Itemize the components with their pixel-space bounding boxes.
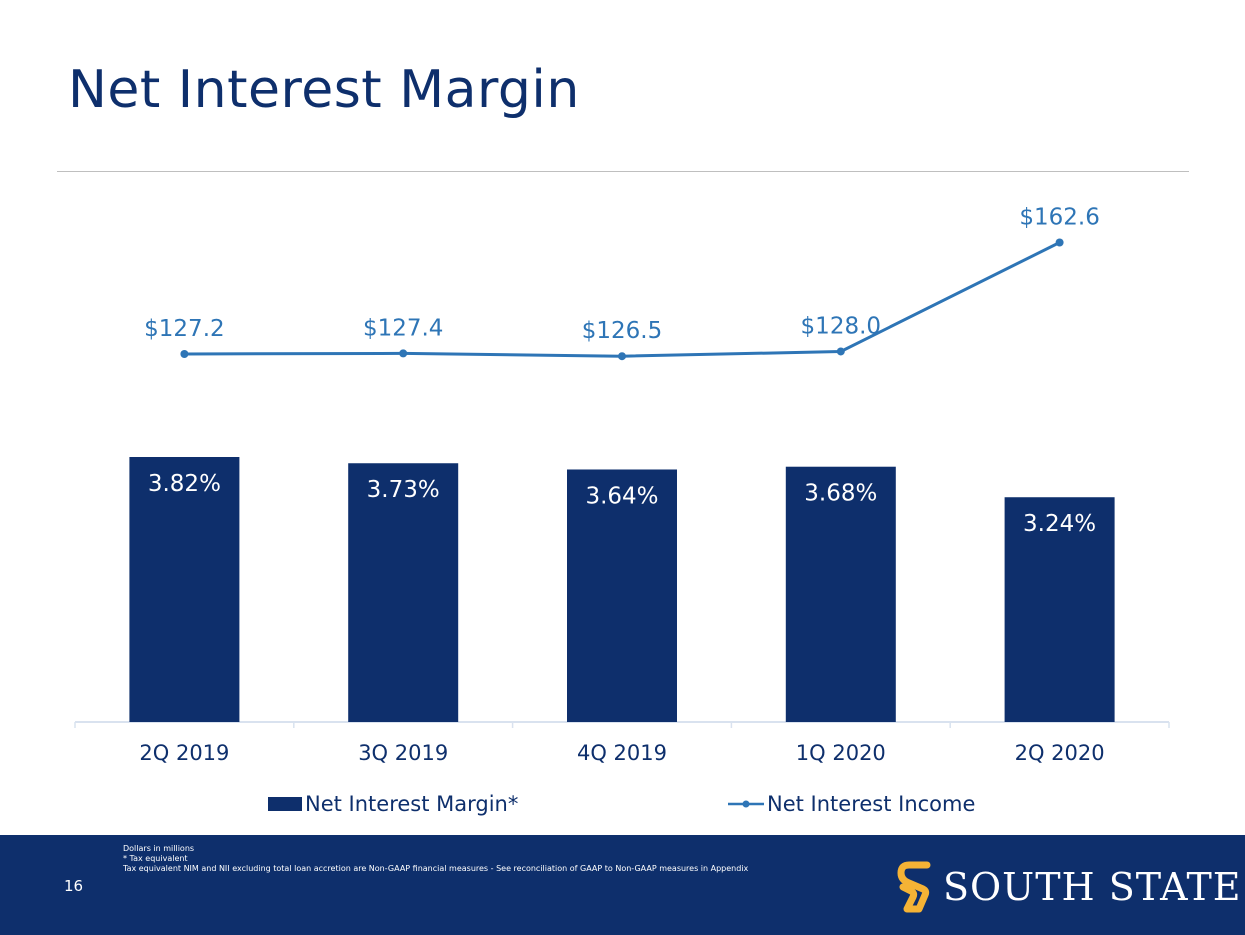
x-tick-label: 2Q 2020 (1015, 741, 1105, 765)
logo-text: SOUTH STATE (943, 865, 1242, 909)
title-divider (57, 171, 1189, 172)
line-point (1055, 238, 1064, 247)
bar-data-label: 3.64% (585, 483, 658, 509)
chart-legend: Net Interest Margin* Net Interest Income (0, 792, 1245, 822)
legend-item-net-interest-margin: Net Interest Margin* (268, 792, 518, 816)
line-point (836, 347, 845, 356)
bar-data-label: 3.68% (804, 481, 877, 507)
legend-line-swatch (728, 800, 764, 808)
legend-item-net-interest-income: Net Interest Income (728, 792, 975, 816)
logo-s-mark-icon (897, 861, 931, 913)
line-data-label: $128.0 (801, 313, 881, 339)
line-point (618, 352, 626, 361)
line-data-label: $127.2 (144, 316, 224, 342)
x-tick-label: 3Q 2019 (358, 741, 448, 765)
slide-title: Net Interest Margin (68, 60, 580, 120)
nim-chart: 3.82% 2Q 2019 3.73% 3Q 2019 3.64% 4Q 2019 3.68… (74, 205, 1170, 765)
line-data-label: $127.4 (363, 315, 443, 341)
footnotes: Dollars in millions * Tax equivalent Tax… (123, 844, 748, 874)
line-data-label: $162.6 (1019, 205, 1099, 231)
page-number: 16 (64, 877, 84, 895)
legend-bar-swatch (268, 797, 302, 811)
footnote-tax-equivalent: * Tax equivalent (123, 854, 188, 863)
footnote-units: Dollars in millions (123, 844, 195, 853)
bar-data-label: 3.82% (148, 471, 221, 497)
x-tick-label: 1Q 2020 (796, 741, 886, 765)
line-data-label: $126.5 (582, 318, 662, 344)
bar-net-interest-margin (785, 466, 896, 722)
company-logo: SOUTH STATE (897, 861, 1242, 913)
bar-net-interest-margin (567, 469, 677, 722)
bar-net-interest-margin (129, 457, 240, 722)
line-point (180, 350, 189, 358)
line-point (399, 349, 408, 358)
footer-bar: 16 Dollars in millions * Tax equivalent … (0, 835, 1245, 935)
bar-data-label: 3.73% (367, 477, 440, 503)
legend-label-income: Net Interest Income (767, 792, 976, 816)
legend-label-margin: Net Interest Margin* (305, 792, 519, 816)
footnote-non-gaap: Tax equivalent NIM and NII excluding tot… (123, 864, 749, 873)
x-tick-label: 4Q 2019 (577, 741, 667, 765)
bar-net-interest-margin (348, 463, 459, 722)
x-tick-label: 2Q 2019 (139, 741, 229, 765)
bar-data-label: 3.24% (1023, 511, 1096, 537)
bar-net-interest-margin (1004, 497, 1115, 722)
